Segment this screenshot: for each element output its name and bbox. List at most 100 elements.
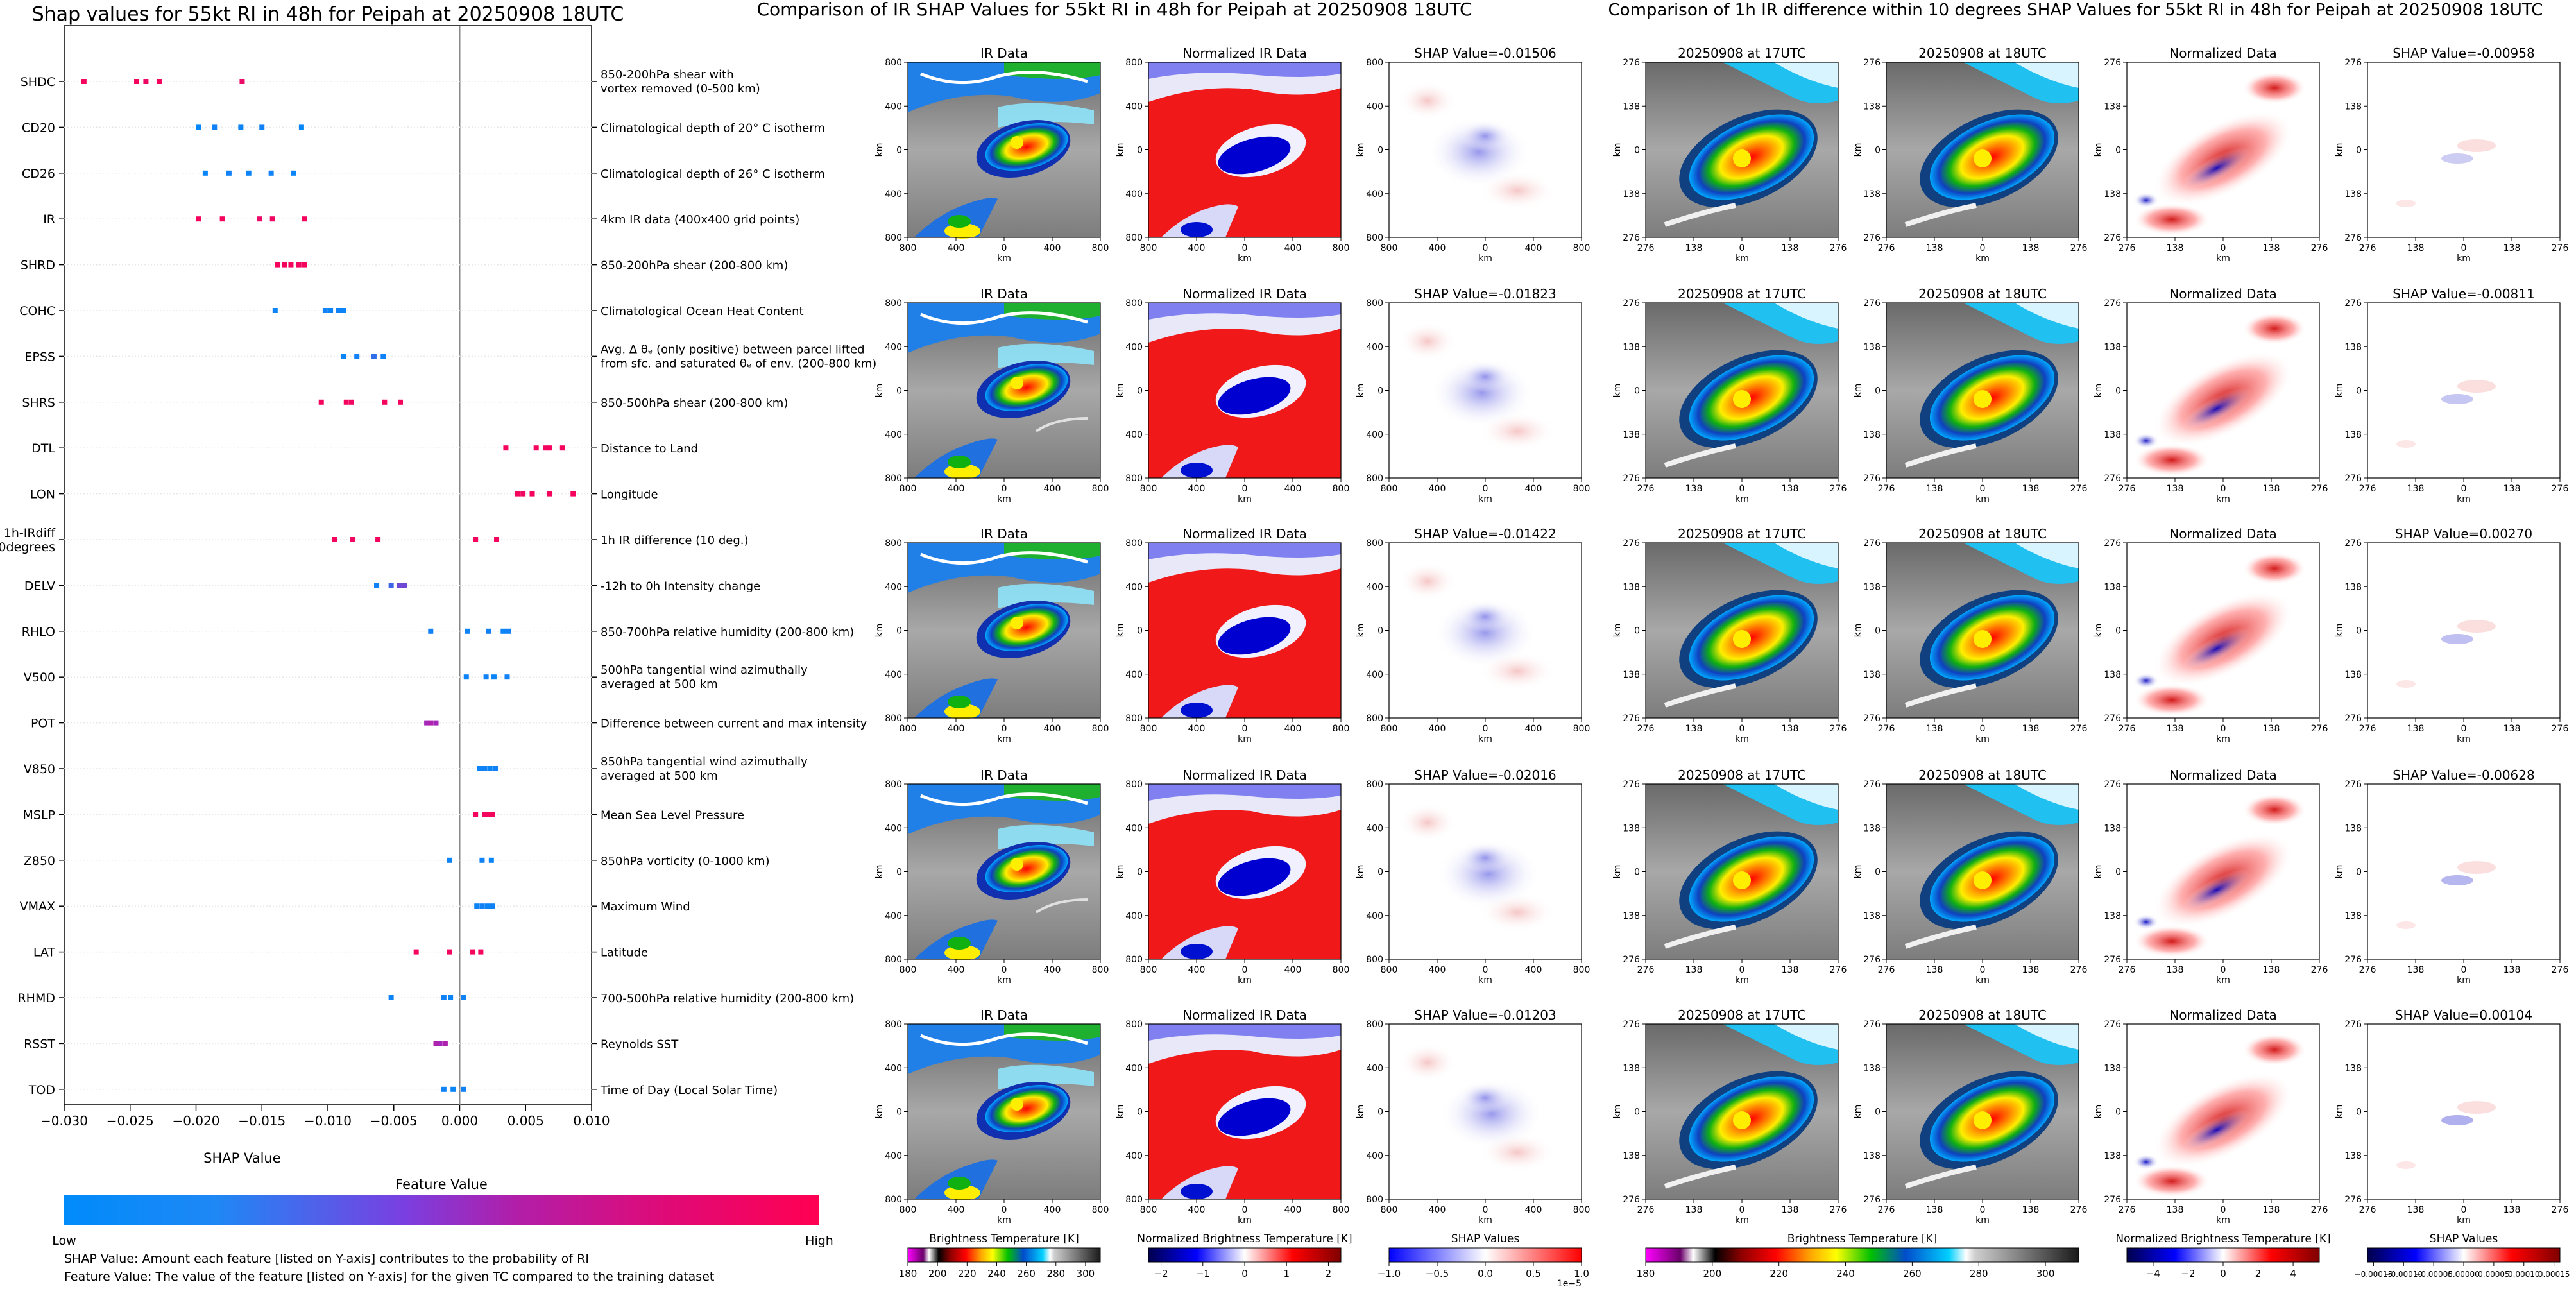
shap-point	[473, 812, 479, 817]
zoom-shap-background	[2367, 62, 2560, 237]
panel-x-axis-label: km	[1735, 734, 1749, 744]
shap-point	[257, 216, 262, 222]
panel-y-tick-label: 800	[1366, 955, 1383, 965]
norm-cooling-lobe	[2133, 433, 2159, 448]
panel-y-tick-label: 0	[896, 386, 902, 397]
zoom-shap-negative	[2441, 634, 2473, 644]
panel-y-axis-label: km	[874, 143, 885, 157]
feature-description: averaged at 500 km	[601, 769, 718, 783]
panel-x-tick-label: 138	[2167, 243, 2184, 253]
panel-x-tick-label: 400	[1525, 243, 1542, 253]
shap-point	[396, 583, 402, 588]
panel-y-tick-label: 0	[2356, 1107, 2362, 1118]
normalized-sw-core	[1181, 222, 1213, 237]
panel-x-tick-label: 400	[1525, 484, 1542, 494]
panel-y-tick-label: 400	[1366, 430, 1383, 440]
panel-y-axis-label: km	[1612, 624, 1623, 638]
cirrus-patch	[998, 1064, 1094, 1089]
feature-name: POT	[31, 717, 55, 731]
colorbar-title: Feature Value	[395, 1177, 488, 1192]
panel-y-axis-label: km	[2094, 384, 2104, 398]
shap-point	[433, 720, 439, 726]
zoom-rainband	[1664, 683, 1736, 708]
panel-x-tick-label: 0	[1242, 724, 1248, 734]
panel-x-tick-label: 276	[1878, 243, 1895, 253]
panel-y-tick-label: 276	[2104, 1020, 2121, 1030]
panel-x-tick-label: 138	[2407, 965, 2425, 975]
zoom-rainband	[1664, 203, 1736, 227]
shap-point	[269, 216, 275, 222]
shap-point	[134, 79, 140, 84]
panel-y-tick-label: 276	[2104, 1195, 2121, 1205]
shap-negative-core	[1460, 601, 1511, 632]
panel-x-axis-label: km	[1975, 1215, 1990, 1225]
panel-x-tick-label: 138	[1782, 1205, 1799, 1215]
zoom-storm-eye	[1974, 871, 1992, 889]
panel-x-tick-label: 276	[2359, 965, 2376, 975]
panel-y-tick-label: 138	[1623, 823, 1640, 833]
shap-point	[441, 1086, 447, 1092]
panel-x-axis-label: km	[1478, 975, 1492, 986]
panel-y-tick-label: 276	[1623, 538, 1640, 549]
panel-y-tick-label: 0	[1634, 626, 1640, 636]
panel-x-tick-label: 800	[1381, 243, 1398, 253]
norm-cooling-lobe	[2182, 627, 2251, 670]
panel-y-tick-label: 276	[2344, 1195, 2362, 1205]
panel-y-axis-label: km	[1612, 865, 1623, 879]
panel-y-tick-label: 0	[1378, 146, 1383, 156]
panel-y-tick-label: 800	[1125, 58, 1143, 68]
panel-x-tick-label: 0	[1483, 965, 1488, 975]
normalized-storm-core	[1218, 617, 1291, 655]
ir-figure-title: Comparison of IR SHAP Values for 55kt RI…	[756, 0, 1472, 20]
panel-x-tick-label: 276	[2552, 1205, 2569, 1215]
panel-y-tick-label: 0	[2115, 146, 2121, 156]
panel-x-tick-label: 0	[2221, 243, 2226, 253]
panel-y-tick-label: 0	[1875, 386, 1881, 397]
panel-y-tick-label: 276	[2344, 233, 2362, 243]
shap-negative-core	[1460, 1082, 1511, 1113]
panel-y-tick-label: 138	[2344, 911, 2362, 921]
panel-x-tick-label: 276	[2070, 484, 2088, 494]
panel-y-axis-label: km	[1356, 624, 1366, 638]
shap-point	[350, 537, 356, 542]
shap-point	[212, 124, 218, 130]
x-tick-label: −0.005	[370, 1113, 418, 1129]
panel-x-tick-label: 800	[1333, 484, 1350, 494]
cold-cloud-top	[1004, 1024, 1100, 1041]
panel-x-axis-label: km	[2216, 734, 2230, 744]
panel-y-tick-label: 276	[2344, 298, 2362, 309]
panel-y-tick-label: 0	[1634, 386, 1640, 397]
panel-y-tick-label: 800	[1366, 713, 1383, 724]
shap-negative-region	[1434, 597, 1537, 668]
panel-y-tick-label: 138	[1623, 670, 1640, 680]
panel-y-axis-label: km	[2094, 143, 2104, 157]
shap-positive-region	[1479, 171, 1556, 210]
panel-y-tick-label: 138	[2104, 1063, 2121, 1073]
panel-x-tick-label: 400	[1044, 243, 1061, 253]
panel-y-tick-label: 800	[1366, 233, 1383, 243]
panel-y-tick-label: 0	[1378, 867, 1383, 878]
cold-cloud-top	[1004, 784, 1100, 801]
feature-name: VMAX	[20, 900, 55, 914]
shap-point	[354, 354, 360, 359]
zoom-rainband	[1664, 925, 1736, 949]
panel-y-tick-label: 800	[885, 1195, 902, 1205]
panel-x-tick-label: 276	[2359, 243, 2376, 253]
shap-point	[559, 445, 565, 451]
panel-y-tick-label: 276	[1623, 233, 1640, 243]
shap-point	[547, 445, 552, 451]
panel-x-tick-label: 800	[1092, 724, 1109, 734]
normalized-top	[1148, 1024, 1341, 1041]
panel-x-tick-label: 138	[1685, 484, 1703, 494]
sw-cell-edge	[948, 696, 971, 708]
panel-x-tick-label: 276	[2311, 965, 2328, 975]
panel-title: IR Data	[980, 286, 1028, 302]
cloud-edge	[920, 792, 1088, 807]
panel-y-tick-label: 138	[2104, 670, 2121, 680]
normalized-storm-core	[1218, 1098, 1291, 1136]
panel-title: IR Data	[980, 46, 1028, 61]
